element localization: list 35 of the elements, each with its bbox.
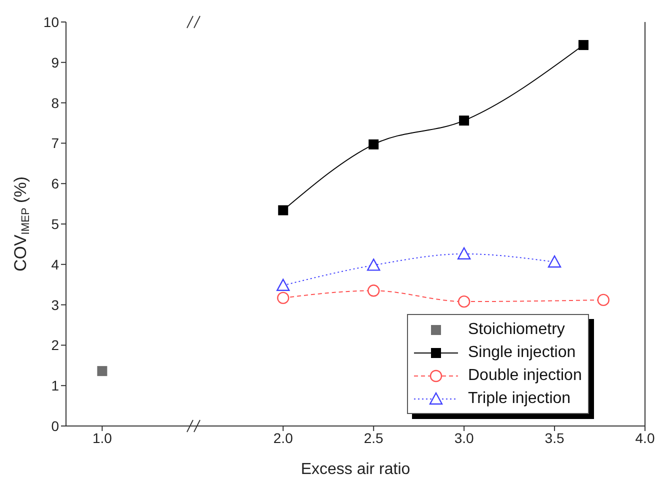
x-tick-label: 4.0 [635, 430, 655, 446]
y-tick-label: 6 [51, 176, 60, 192]
x-tick-label: 2.5 [364, 430, 384, 446]
y-tick-label: 0 [51, 418, 60, 434]
y-tick-label: 4 [51, 256, 60, 272]
point [277, 292, 290, 304]
legend-label: Triple injection [468, 390, 571, 408]
x-tick-label: 2.0 [273, 430, 294, 446]
y-tick-label: 1 [51, 378, 60, 394]
y-tick-label: 5 [51, 216, 60, 232]
point [597, 294, 610, 306]
y-tick-label: 7 [51, 135, 60, 152]
point [459, 116, 470, 126]
y-tick-label: 9 [51, 54, 60, 70]
point [97, 366, 108, 376]
x-tick-label: 3.0 [454, 430, 474, 446]
point [578, 40, 588, 50]
point [548, 255, 562, 268]
point [368, 139, 379, 150]
point [278, 205, 288, 216]
point [367, 284, 380, 297]
legend-label: Double injection [468, 366, 582, 384]
x-axis-title: Excess air ratio [300, 461, 410, 478]
y-tick-label: 2 [51, 337, 60, 354]
point [366, 258, 380, 271]
point [276, 278, 290, 292]
point [457, 247, 471, 260]
legend-label: Single injection [468, 344, 576, 362]
legend-label: Stoichiometry [468, 320, 565, 338]
y-tick-label: 8 [51, 94, 60, 111]
point [458, 295, 470, 308]
x-tick-label: 3.5 [544, 430, 564, 446]
x-tick-label: 1.0 [92, 430, 112, 446]
y-tick-label: 10 [43, 14, 60, 30]
y-tick-label: 3 [51, 296, 60, 313]
